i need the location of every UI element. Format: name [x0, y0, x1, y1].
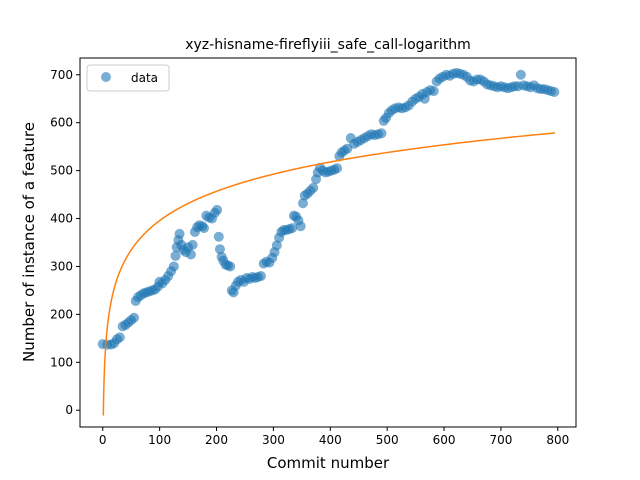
- chart-title: xyz-hisname-fireflyiii_safe_call-logarit…: [185, 37, 471, 53]
- plot-area: [97, 67, 560, 416]
- data-point: [549, 87, 560, 98]
- data-point: [287, 223, 298, 234]
- y-tick-label: 700: [50, 68, 73, 82]
- data-point: [129, 312, 140, 323]
- y-tick-label: 0: [65, 403, 73, 417]
- y-tick-label: 400: [50, 212, 73, 226]
- data-point: [332, 163, 343, 174]
- x-axis: 0 100 200 300 400 500 600 700 800: [99, 427, 569, 447]
- data-point: [271, 240, 282, 251]
- y-axis-label: Number of instance of a feature: [20, 122, 38, 362]
- data-point: [174, 228, 185, 239]
- plot-frame: [79, 57, 577, 428]
- x-tick-label: 300: [262, 433, 285, 447]
- data-point: [515, 69, 526, 80]
- legend-marker-data: [101, 72, 111, 82]
- y-tick-label: 100: [50, 355, 73, 369]
- y-tick-label: 500: [50, 164, 73, 178]
- data-point: [170, 250, 181, 261]
- data-point: [428, 86, 439, 97]
- x-axis-label: Commit number: [267, 454, 390, 472]
- legend-label-data: data: [131, 71, 158, 85]
- data-point: [225, 261, 236, 272]
- x-tick-label: 400: [319, 433, 342, 447]
- x-tick-label: 700: [489, 433, 512, 447]
- data-point: [308, 182, 319, 193]
- data-point: [376, 128, 387, 139]
- y-tick-label: 200: [50, 307, 73, 321]
- fit-curve: [102, 132, 556, 416]
- data-point: [213, 231, 224, 242]
- legend-box: [86, 64, 170, 92]
- y-tick-label: 600: [50, 116, 73, 130]
- data-point: [199, 223, 209, 234]
- x-tick-label: 600: [433, 433, 456, 447]
- data-point: [214, 244, 225, 255]
- x-tick-label: 100: [148, 433, 171, 447]
- data-point: [187, 239, 198, 250]
- data-point: [114, 332, 125, 343]
- data-point: [185, 249, 196, 260]
- x-tick-label: 200: [205, 433, 228, 447]
- y-axis: 0 100 200 300 400 500 600 700: [50, 68, 80, 417]
- x-tick-label: 0: [99, 433, 107, 447]
- x-tick-label: 500: [376, 433, 399, 447]
- legend: data: [86, 64, 170, 92]
- data-point: [297, 198, 308, 209]
- data-point: [168, 261, 179, 272]
- x-tick-label: 800: [546, 433, 569, 447]
- data-point: [295, 221, 306, 232]
- data-point: [255, 271, 266, 282]
- data-point: [212, 204, 223, 215]
- y-tick-label: 300: [50, 259, 73, 273]
